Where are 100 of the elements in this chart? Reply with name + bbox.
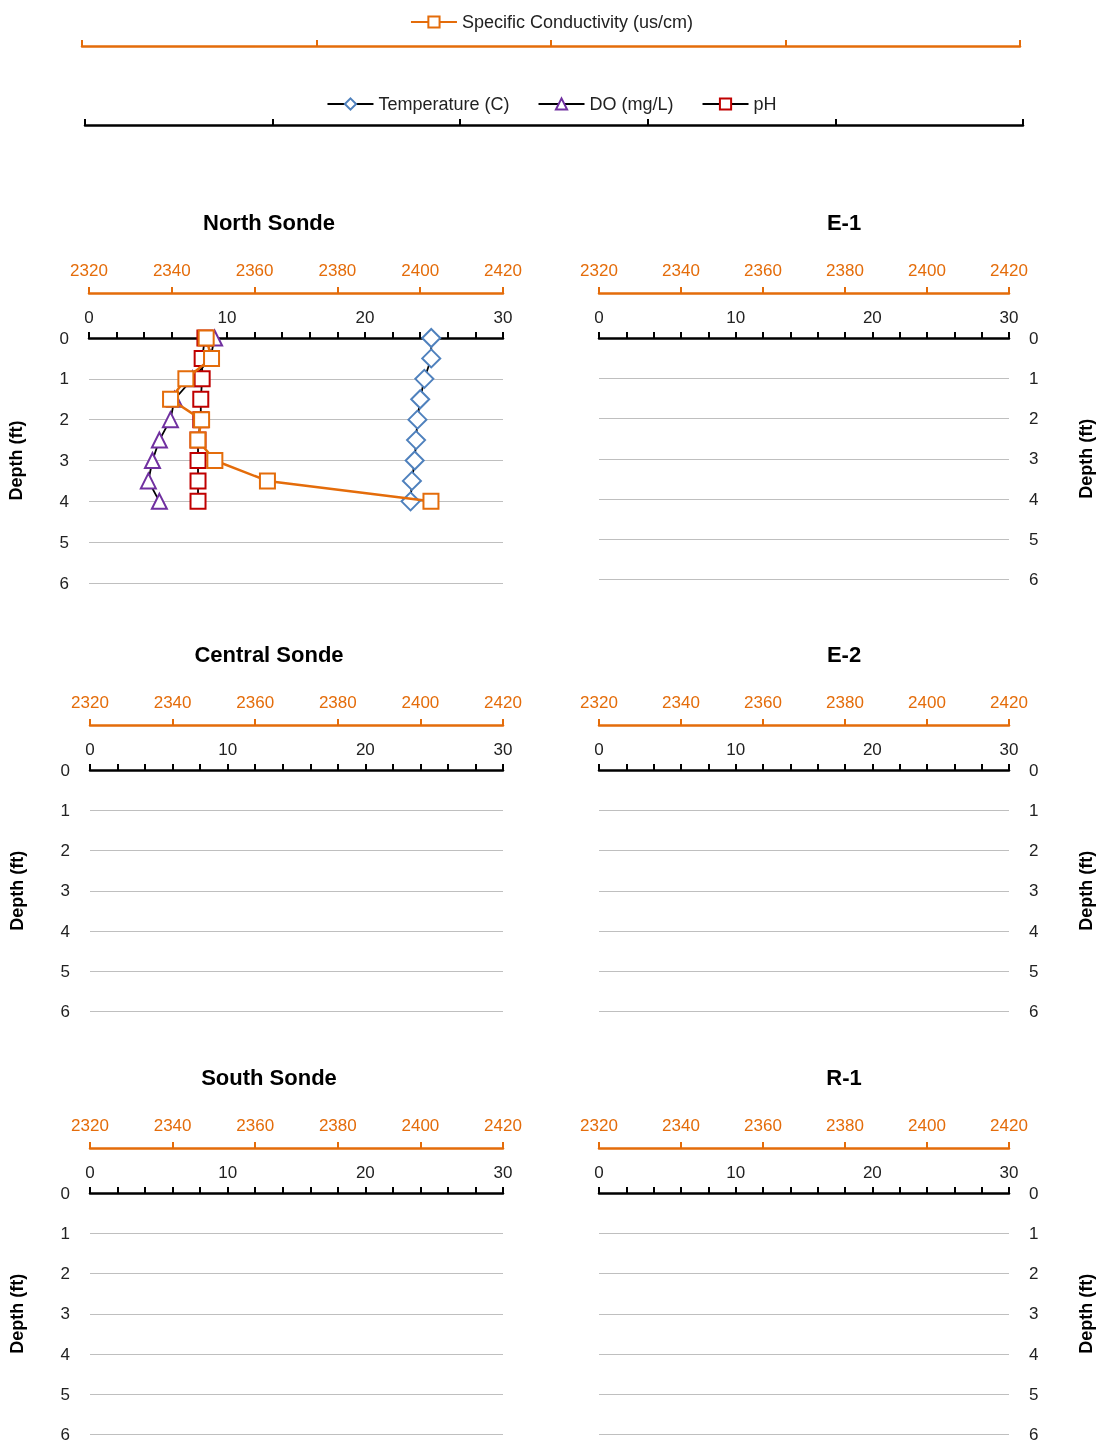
y-tick-label: 3 [60, 1304, 70, 1324]
x-tick-label: 30 [493, 308, 513, 327]
y2-tick-label: 0 [1029, 760, 1039, 780]
x-tick-label: 0 [594, 1163, 604, 1182]
x-tick-label: 20 [862, 740, 882, 759]
x2-tick-label: 2340 [662, 1116, 700, 1135]
chart-title: South Sonde [201, 1064, 337, 1090]
y-tick-label: 4 [60, 921, 70, 941]
x2-tick-label: 2340 [662, 693, 700, 712]
x2-tick-label: 2420 [990, 1116, 1028, 1135]
x-tick-label: 0 [85, 1163, 95, 1182]
y-axis-title: Depth (ft) [6, 420, 26, 501]
x-tick-label: 20 [862, 1163, 882, 1182]
x2-tick-label: 2340 [662, 261, 700, 280]
y2-tick-label: 6 [1029, 1425, 1039, 1444]
y2-tick-label: 3 [1029, 881, 1039, 901]
x2-tick-label: 2420 [990, 261, 1028, 280]
y-tick-label: 4 [59, 491, 69, 511]
y-tick-label: 0 [59, 328, 69, 348]
chart-title: Central Sonde [194, 641, 344, 667]
y-tick-label: 2 [60, 1264, 70, 1283]
y2-tick-label: 0 [1029, 1183, 1039, 1203]
y2-tick-label: 2 [1029, 841, 1039, 860]
x-tick-label: 10 [726, 740, 746, 759]
y-tick-label: 5 [60, 1384, 70, 1404]
x2-tick-label: 2380 [826, 1116, 864, 1135]
x2-tick-label: 2400 [908, 693, 946, 712]
legend-label: Specific Conductivity (us/cm) [461, 12, 694, 32]
y2-tick-label: 6 [1029, 570, 1039, 589]
x2-tick-label: 2420 [484, 693, 522, 712]
x2-tick-label: 2360 [744, 693, 782, 712]
x2-tick-label: 2360 [236, 693, 275, 712]
x2-tick-label: 2320 [71, 1116, 109, 1135]
chart-title: R-1 [826, 1064, 862, 1090]
x-tick-label: 0 [85, 740, 95, 759]
x-tick-label: 10 [726, 1163, 746, 1182]
y2-tick-label: 2 [1029, 1264, 1039, 1283]
x2-tick-label: 2380 [318, 1116, 357, 1135]
x2-tick-label: 2420 [990, 693, 1028, 712]
x2-tick-label: 2360 [236, 1116, 275, 1135]
x-tick-label: 30 [493, 740, 513, 759]
x2-tick-label: 2380 [318, 261, 357, 280]
y2-tick-label: 2 [1029, 409, 1039, 428]
x2-tick-label: 2360 [744, 1116, 782, 1135]
y2-tick-label: 4 [1029, 1344, 1039, 1364]
x2-tick-label: 2380 [826, 261, 864, 280]
x2-tick-label: 2420 [484, 1116, 522, 1135]
y-tick-label: 3 [59, 451, 69, 470]
y-tick-label: 1 [60, 800, 70, 820]
y2-tick-label: 4 [1029, 489, 1039, 509]
x-tick-label: 20 [355, 1163, 375, 1182]
y-tick-label: 5 [59, 532, 69, 552]
x-tick-label: 20 [355, 740, 375, 759]
x2-tick-label: 2380 [826, 693, 864, 712]
x-tick-label: 0 [84, 308, 94, 327]
x2-tick-label: 2340 [153, 1116, 192, 1135]
y-tick-label: 2 [59, 410, 69, 430]
x2-tick-label: 2320 [580, 693, 618, 712]
y-tick-label: 5 [60, 961, 70, 981]
y2-tick-label: 6 [1029, 1002, 1039, 1021]
x-tick-label: 30 [999, 308, 1019, 327]
y-tick-label: 6 [60, 1002, 70, 1021]
y2-tick-label: 5 [1029, 1384, 1039, 1404]
chart-title: E-2 [826, 641, 862, 667]
y-tick-label: 0 [60, 1183, 70, 1203]
x2-tick-label: 2400 [908, 261, 946, 280]
y-tick-label: 6 [60, 1425, 70, 1444]
x2-tick-label: 2400 [401, 261, 440, 280]
y-tick-label: 2 [60, 841, 70, 860]
x2-tick-label: 2340 [152, 261, 191, 280]
y2-tick-label: 3 [1029, 449, 1039, 469]
y2-tick-label: 4 [1029, 921, 1039, 941]
y-axis-title: Depth (ft) [7, 850, 27, 931]
x2-tick-label: 2320 [580, 1116, 618, 1135]
x-tick-label: 20 [862, 308, 882, 327]
y2-tick-label: 5 [1029, 961, 1039, 981]
y-axis-title: Depth (ft) [7, 1273, 27, 1354]
y-tick-label: 6 [59, 573, 69, 593]
x2-tick-label: 2320 [70, 261, 108, 280]
x2-tick-label: 2360 [744, 261, 782, 280]
x2-tick-label: 2320 [71, 693, 109, 712]
y2-axis-title: Depth (ft) [1076, 850, 1096, 931]
x-tick-label: 30 [999, 1163, 1019, 1182]
y2-tick-label: 3 [1029, 1304, 1039, 1324]
x2-tick-label: 2400 [401, 1116, 440, 1135]
x-tick-label: 10 [218, 740, 238, 759]
y-tick-label: 1 [59, 369, 69, 389]
legend-label: Temperature (C) [378, 94, 510, 114]
y2-tick-label: 0 [1029, 328, 1039, 348]
chart-title: North Sonde [203, 209, 335, 235]
x2-tick-label: 2360 [235, 261, 274, 280]
x2-tick-label: 2400 [908, 1116, 946, 1135]
x2-tick-label: 2380 [318, 693, 357, 712]
x-tick-label: 10 [726, 308, 746, 327]
y2-tick-label: 1 [1029, 368, 1039, 388]
x-tick-label: 0 [594, 308, 604, 327]
x-tick-label: 30 [493, 1163, 513, 1182]
x2-tick-label: 2420 [484, 261, 522, 280]
x-tick-label: 20 [355, 308, 375, 327]
legend-label: pH [753, 94, 777, 114]
